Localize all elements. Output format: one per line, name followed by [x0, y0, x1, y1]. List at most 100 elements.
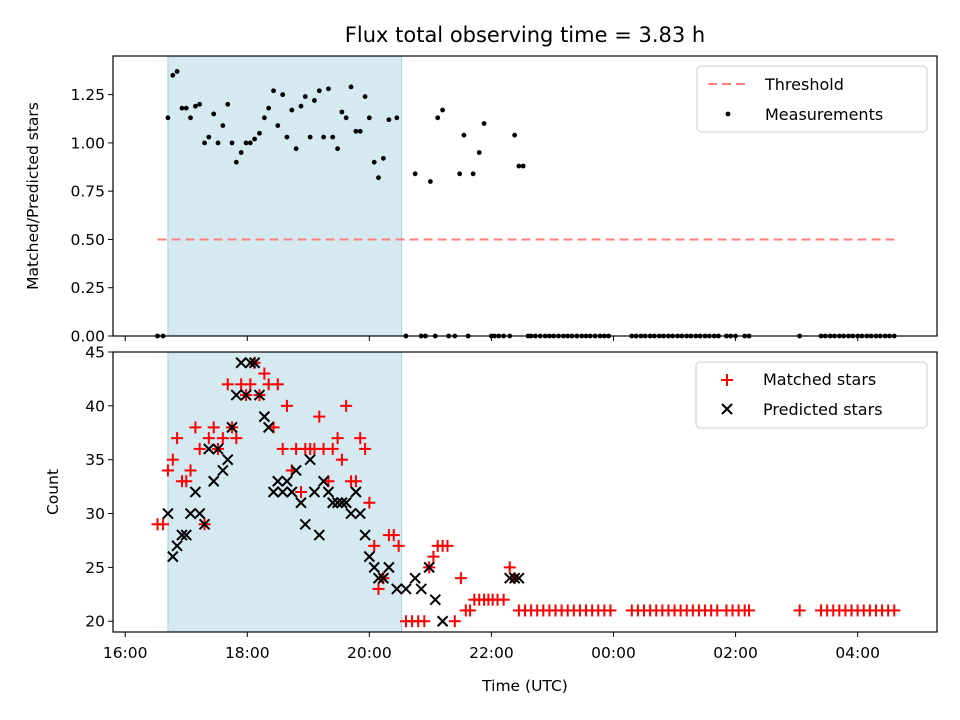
measurement-point [386, 117, 392, 123]
measurement-point [298, 103, 304, 109]
predicted-star-point [230, 389, 243, 401]
predicted-stars-points [162, 357, 525, 627]
measurement-point [215, 140, 221, 146]
matched-star-point [340, 399, 353, 412]
bottom-x-tick-label: 00:00 [591, 644, 636, 662]
predicted-star-point [322, 486, 335, 498]
bottom-legend: Matched stars Predicted stars [695, 361, 928, 429]
measurement-point [225, 101, 231, 107]
predicted-star-point [276, 486, 289, 498]
bottom-y-tick-label: 25 [85, 559, 105, 577]
matched-star-point [349, 475, 362, 488]
predicted-star-point [345, 507, 357, 520]
measurement-point [197, 101, 203, 107]
matched-star-point [354, 432, 367, 445]
matched-star-point [276, 442, 289, 455]
matched-star-point [271, 378, 284, 391]
matched-star-point [503, 561, 516, 574]
predicted-star-point [167, 550, 179, 563]
bottom-x-tick-label: 02:00 [713, 644, 758, 662]
predicted-star-point [212, 443, 224, 455]
predicted-star-point [391, 583, 403, 595]
measurement-point [243, 140, 249, 146]
measurement-point [293, 146, 299, 152]
predicted-star-point [400, 583, 412, 595]
top-y-tick-label: 0.25 [70, 279, 105, 297]
matched-star-point [171, 432, 184, 445]
matched-star-point [888, 604, 901, 617]
matched-star-point [161, 464, 174, 477]
matched-star-point [294, 486, 307, 498]
measurement-point [238, 150, 244, 155]
predicted-star-point [504, 572, 516, 584]
predicted-star-point [508, 572, 521, 584]
matched-star-point [441, 539, 454, 552]
measurement-point [427, 179, 433, 184]
matched-star-point [793, 604, 806, 617]
top-panel: Flux total observing time = 3.83 h 0.000… [24, 23, 938, 346]
predicted-star-point [304, 453, 316, 466]
legend-measurements-label: Measurements [765, 105, 883, 124]
measurement-point [339, 109, 345, 115]
bottom-y-axis-ticks: 20 25 30 35 40 45 [85, 344, 113, 631]
matched-star-point [326, 442, 339, 455]
measurement-point [289, 107, 295, 113]
predicted-star-point [308, 486, 321, 498]
measurement-point [179, 105, 185, 111]
measurement-point [476, 150, 482, 155]
measurement-point [220, 123, 226, 128]
matched-star-point [604, 604, 617, 617]
matched-star-point [157, 518, 170, 531]
legend-matched-label: Matched stars [763, 370, 876, 389]
measurement-point [461, 132, 467, 138]
predicted-star-point [290, 464, 302, 477]
predicted-star-point [423, 561, 435, 574]
measurement-point [366, 115, 372, 121]
measurement-point [330, 134, 336, 140]
matched-star-point [189, 421, 202, 434]
measurement-point [165, 115, 171, 121]
measurement-point [321, 134, 326, 140]
predicted-star-point [267, 486, 280, 498]
measurement-point [357, 128, 363, 134]
matched-star-point [221, 378, 234, 391]
bottom-legend-box [695, 361, 928, 429]
predicted-star-point [193, 507, 206, 520]
matched-star-point [392, 539, 405, 552]
top-y-tick-label: 0.50 [70, 231, 105, 249]
measurement-point [275, 123, 281, 128]
predicted-star-point [184, 507, 197, 520]
predicted-star-point [203, 443, 215, 455]
predicted-star-point [372, 572, 385, 584]
predicted-star-point [235, 357, 247, 369]
bottom-x-tick-label: 18:00 [225, 644, 270, 662]
predicted-star-point [198, 518, 211, 531]
measurement-point [457, 171, 463, 177]
predicted-star-point [331, 497, 344, 509]
measurement-point [211, 111, 217, 117]
matched-star-point [368, 539, 381, 552]
measurement-point [193, 103, 198, 109]
predicted-star-point [436, 615, 449, 627]
predicted-star-point [336, 497, 348, 509]
measurement-point [516, 163, 522, 169]
top-axes-frame [112, 55, 938, 337]
measurement-point [312, 98, 317, 103]
top-y-tick-label: 0.75 [70, 183, 105, 201]
bottom-y-axis-label: Count [44, 469, 62, 515]
matched-star-point [313, 410, 326, 423]
predicted-star-point [180, 529, 192, 541]
measurement-point [380, 155, 386, 161]
bottom-y-tick-label: 45 [85, 344, 105, 362]
measurement-point [343, 115, 349, 121]
predicted-star-point [513, 572, 525, 584]
measurement-point [440, 107, 445, 113]
matched-star-point [280, 399, 293, 412]
measurement-point [302, 94, 308, 99]
matched-star-point [359, 442, 372, 455]
bottom-x-tick-label: 22:00 [469, 644, 514, 662]
bottom-y-tick-label: 20 [85, 613, 105, 631]
measurement-point [435, 115, 441, 121]
predicted-star-point [409, 572, 421, 584]
legend-matched-swatch [721, 374, 733, 386]
